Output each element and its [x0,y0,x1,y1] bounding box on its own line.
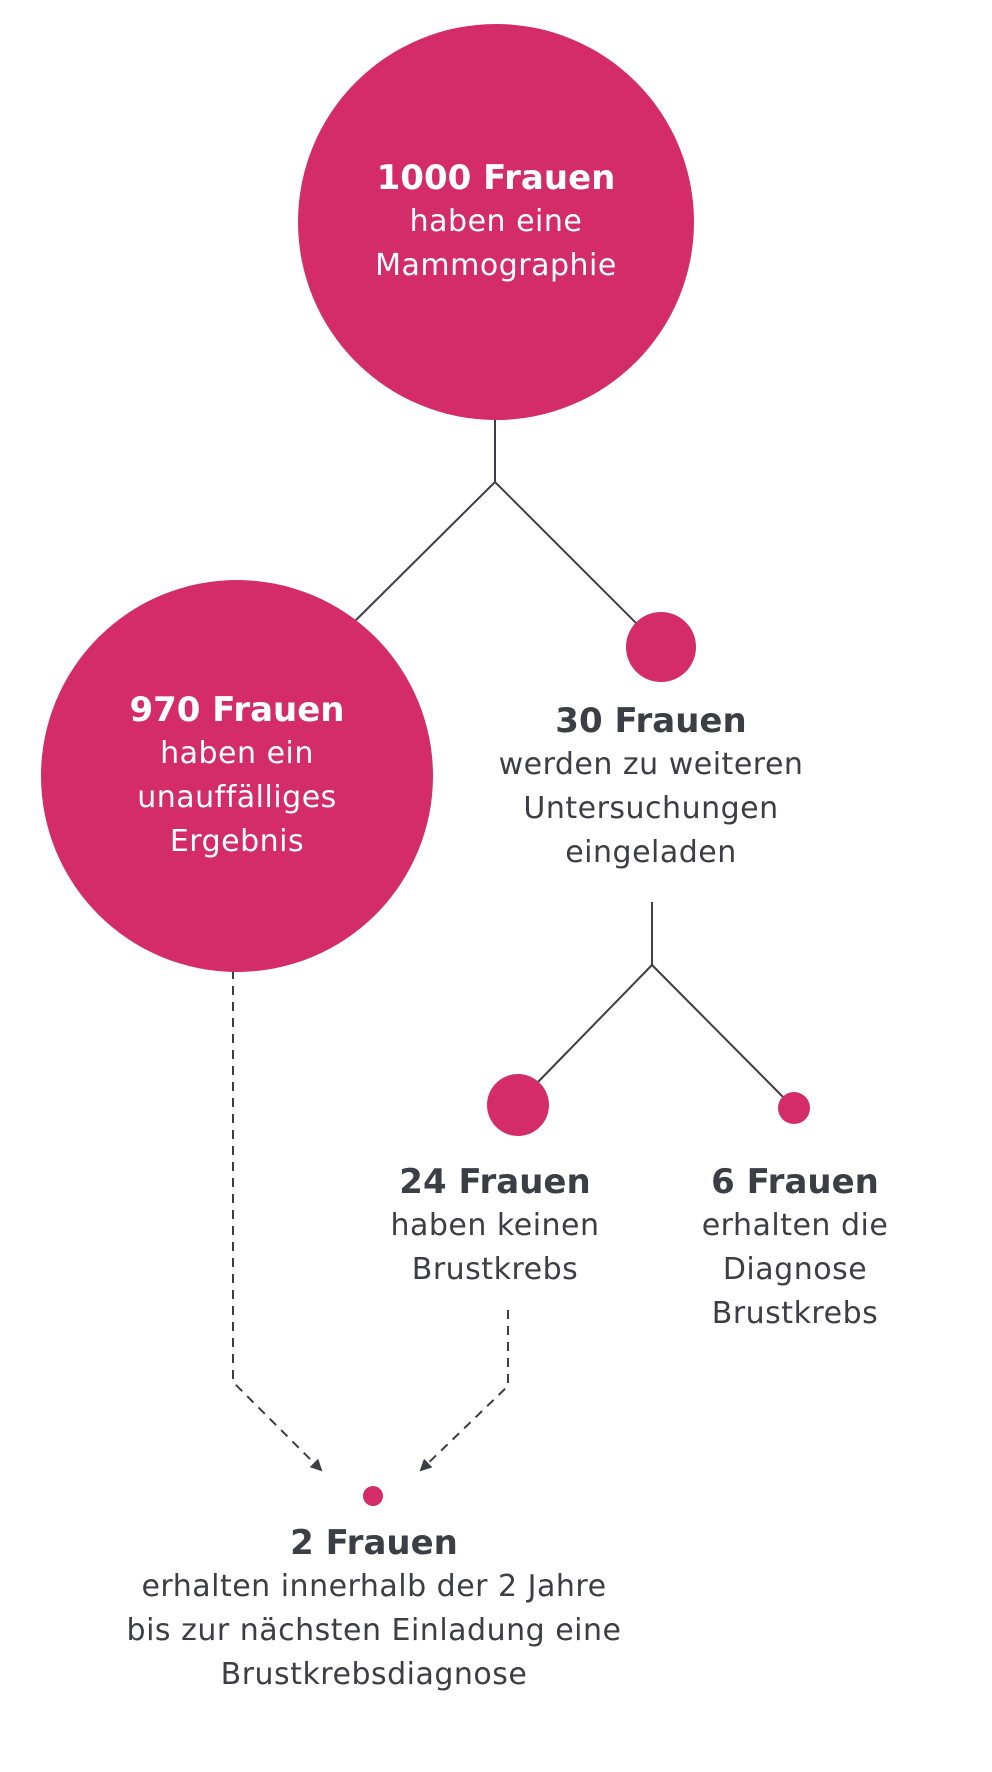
unremarkable-desc-line-3: Ergebnis [169,824,305,859]
branch-line-to-cancer [651,964,785,1099]
recalled-desc-line-1: werden zu weiteren [498,747,804,782]
recalled-desc-line-3: eingeladen [565,835,737,870]
interval-cancer-desc-line-3: Brustkrebsdiagnose [220,1657,528,1692]
interval-cancer-label: 2 Frauen erhalten innerhalb der 2 Jahre … [127,1521,622,1697]
unremarkable-desc-line-2: unauffälliges [137,780,337,815]
unremarkable-circle [41,580,433,972]
root-desc-line-1: haben eine [409,204,583,239]
branch-line-to-unremarkable [353,481,496,623]
root-desc-line-2: Mammographie [375,248,617,283]
no-cancer-count: 24 Frauen [399,1162,591,1202]
unremarkable-count: 970 Frauen [129,690,345,730]
cancer-label: 6 Frauen erhalten die Diagnose Brustkreb… [702,1160,889,1336]
no-cancer-desc-line-2: Brustkrebs [411,1252,579,1287]
cancer-desc-line-1: erhalten die [701,1208,889,1243]
root-label: 1000 Frauen haben eine Mammographie [375,156,617,288]
recalled-circle [626,612,696,682]
no-cancer-circle [487,1074,549,1136]
recalled-count: 30 Frauen [555,701,747,741]
branch-line-to-recalled [494,481,638,625]
interval-cancer-desc-line-1: erhalten innerhalb der 2 Jahre [141,1569,607,1604]
recalled-label: 30 Frauen werden zu weiteren Untersuchun… [499,699,804,875]
unremarkable-desc-line-1: haben ein [160,736,314,771]
no-cancer-desc-line-1: haben keinen [390,1208,600,1243]
interval-cancer-count: 2 Frauen [290,1523,458,1563]
branch-line-to-no-cancer [537,964,653,1083]
root-count: 1000 Frauen [376,158,616,198]
cancer-desc-line-2: Diagnose [722,1252,868,1287]
interval-cancer-desc-line-2: bis zur nächsten Einladung eine [126,1613,622,1648]
circles [41,24,810,1506]
dashed-arrow-from-no-cancer [419,1310,509,1472]
connectors [353,420,785,1099]
unremarkable-label: 970 Frauen haben ein unauffälliges Ergeb… [129,688,344,864]
recalled-desc-line-2: Untersuchungen [523,791,779,826]
cancer-desc-line-3: Brustkrebs [711,1296,879,1331]
no-cancer-label: 24 Frauen haben keinen Brustkrebs [390,1160,599,1292]
cancer-count: 6 Frauen [711,1162,879,1202]
dashed-arrow-from-unremarkable [232,970,323,1472]
interval-cancer-circle [363,1486,383,1506]
root-circle [298,24,694,420]
cancer-circle [778,1092,810,1124]
